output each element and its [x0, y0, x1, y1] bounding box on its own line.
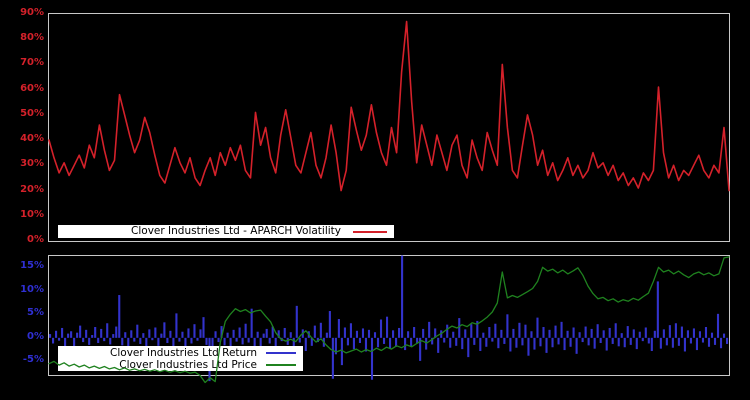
y-tick-label: 15% — [20, 260, 44, 272]
y-tick-label: 70% — [20, 57, 44, 69]
volatility-legend-label: Clover Industries Ltd - APARCH Volatilit… — [131, 225, 341, 237]
price-line-chart — [48, 256, 730, 384]
returns-legend: Clover Industries Ltd Return Clover Indu… — [58, 346, 303, 371]
volatility-line-swatch — [353, 230, 387, 233]
return-line-swatch — [266, 352, 296, 354]
y-tick-label: 90% — [20, 7, 44, 18]
returns-y-axis: 15% 10% 5% 0% -5% — [0, 0, 44, 400]
y-tick-label: 30% — [20, 158, 44, 170]
y-tick-label: 10% — [20, 208, 44, 220]
return-legend-label: Clover Industries Ltd Return — [110, 347, 257, 359]
price-line-series — [48, 256, 730, 384]
y-tick-label: -5% — [22, 354, 44, 366]
price-legend-label: Clover Industries Ltd Price — [119, 359, 257, 371]
returns-chart-panel: Clover Industries Ltd Return Clover Indu… — [48, 255, 730, 384]
volatility-chart-panel: Clover Industries Ltd - APARCH Volatilit… — [48, 13, 730, 242]
y-tick-label: 20% — [20, 183, 44, 195]
y-tick-label: 80% — [20, 32, 44, 44]
returns-legend-row: Clover Industries Ltd Return — [58, 347, 296, 359]
price-line-swatch — [266, 364, 296, 366]
returns-bar-chart — [49, 255, 729, 382]
y-tick-label: 60% — [20, 82, 44, 94]
volatility-y-axis: 90% 80% 70% 60% 50% 40% 30% 20% 10% 0% — [0, 0, 44, 400]
volatility-line-chart — [48, 20, 730, 192]
y-tick-label: 0% — [27, 234, 44, 245]
y-tick-label: 0% — [27, 330, 44, 342]
y-tick-label: 50% — [20, 107, 44, 119]
volatility-line-series — [48, 20, 730, 192]
price-legend-row: Clover Industries Ltd Price — [58, 359, 296, 371]
y-tick-label: 40% — [20, 133, 44, 145]
y-tick-label: 5% — [27, 307, 44, 319]
y-tick-label: 10% — [20, 283, 44, 295]
volatility-legend: Clover Industries Ltd - APARCH Volatilit… — [58, 225, 394, 238]
return-bars-series — [49, 255, 729, 382]
